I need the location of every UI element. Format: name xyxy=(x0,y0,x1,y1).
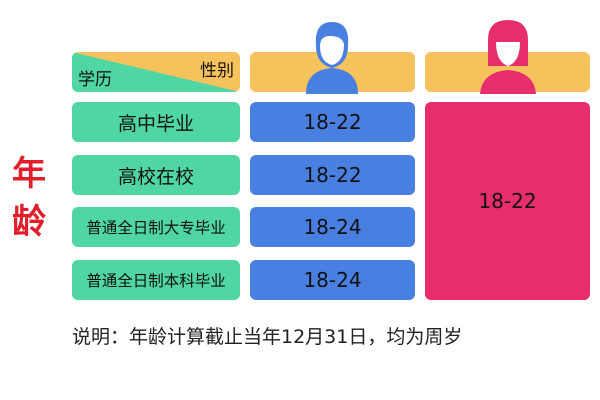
age-side-label: 年龄 xyxy=(12,154,46,242)
education-label: 学历 xyxy=(78,70,112,90)
male-person-icon xyxy=(306,22,358,94)
female-person-icon xyxy=(480,20,536,94)
female-age-cell: 18-22 xyxy=(425,102,590,300)
education-cell: 高中毕业 xyxy=(72,102,240,142)
education-cell: 高校在校 xyxy=(72,155,240,195)
male-age-cell: 18-22 xyxy=(250,102,415,142)
gender-label: 性别 xyxy=(200,61,234,81)
note-text: 说明：年龄计算截止当年12月31日，均为周岁 xyxy=(72,326,463,348)
male-age-cell: 18-22 xyxy=(250,155,415,195)
education-cell: 普通全日制本科毕业 xyxy=(72,260,240,300)
male-age-cell: 18-24 xyxy=(250,207,415,247)
education-cell: 普通全日制大专毕业 xyxy=(72,207,240,247)
header-corner-cell: 学历 性别 xyxy=(72,52,240,92)
male-age-cell: 18-24 xyxy=(250,260,415,300)
